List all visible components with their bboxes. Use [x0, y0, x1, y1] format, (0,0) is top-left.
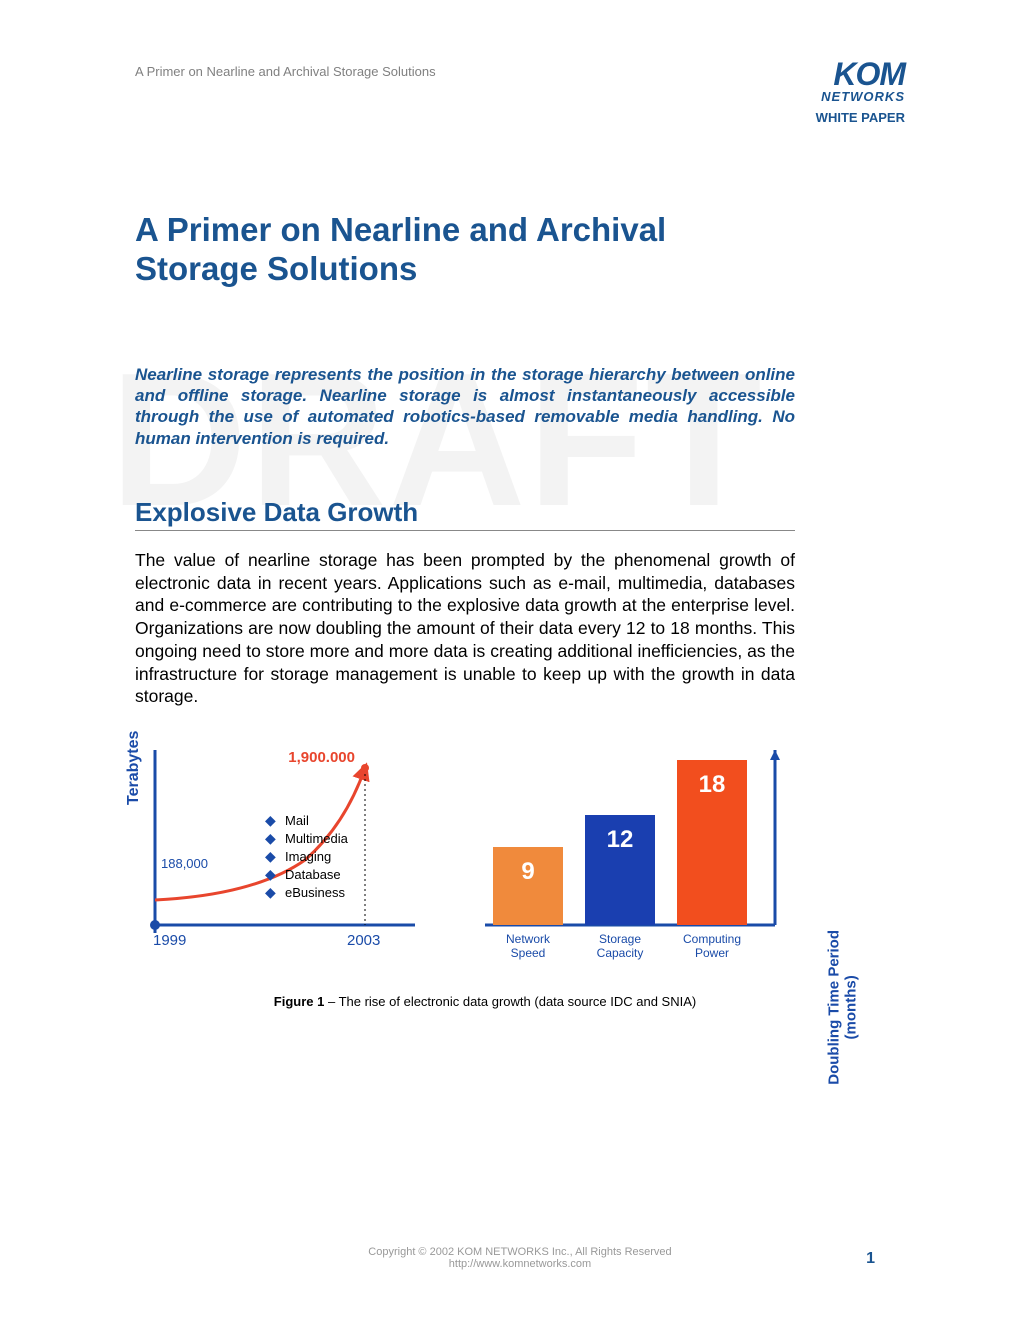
svg-text:eBusiness: eBusiness — [285, 885, 345, 900]
figure-caption-text: – The rise of electronic data growth (da… — [324, 994, 696, 1009]
svg-text:◆: ◆ — [265, 812, 276, 828]
bar-chart-svg: 9 NetworkSpeed 12 StorageCapacity 18 Computin… — [475, 750, 815, 980]
footer-url: http://www.komnetworks.com — [135, 1258, 905, 1270]
svg-text:Database: Database — [285, 867, 341, 882]
line-chart-svg: 188,000 1,900.000 1999 2003 ◆ Mail ◆ Multimedia… — [135, 750, 445, 980]
svg-text:Storage: Storage — [599, 932, 641, 946]
bar-chart: 9 NetworkSpeed 12 StorageCapacity 18 Computin… — [475, 750, 815, 980]
figure-1: Terabytes 188,0001,900.00019992003◆Mail◆… — [135, 750, 835, 980]
page-header: A Primer on Nearline and Archival Storag… — [135, 60, 905, 125]
section-heading: Explosive Data Growth — [135, 497, 795, 531]
logo-sub: NETWORKS — [816, 89, 905, 104]
svg-text:1,900.000: 1,900.000 — [288, 750, 355, 766]
body-paragraph: The value of nearline storage has been p… — [135, 549, 795, 708]
intro-paragraph: Nearline storage represents the position… — [135, 364, 795, 449]
doc-type-label: WHITE PAPER — [816, 110, 905, 125]
page-number: 1 — [866, 1250, 875, 1268]
svg-text:188,000: 188,000 — [161, 856, 208, 871]
svg-text:Speed: Speed — [511, 946, 546, 960]
figure-caption: Figure 1 – The rise of electronic data g… — [135, 994, 835, 1009]
svg-text:◆: ◆ — [265, 884, 276, 900]
line-chart: Terabytes 188,0001,900.00019992003◆Mail◆… — [135, 750, 445, 980]
svg-text:2003: 2003 — [347, 932, 380, 949]
page-title: A Primer on Nearline and Archival Storag… — [135, 210, 795, 289]
svg-text:Imaging: Imaging — [285, 849, 331, 864]
page-footer: Copyright © 2002 KOM NETWORKS Inc., All … — [135, 1246, 905, 1270]
svg-text:18: 18 — [699, 771, 726, 798]
svg-text:Network: Network — [506, 932, 551, 946]
svg-text:◆: ◆ — [265, 830, 276, 846]
copyright-line: Copyright © 2002 KOM NETWORKS Inc., All … — [135, 1246, 905, 1258]
svg-text:Capacity: Capacity — [597, 946, 644, 960]
svg-text:◆: ◆ — [265, 848, 276, 864]
svg-text:Computing: Computing — [683, 932, 741, 946]
svg-text:12: 12 — [607, 826, 634, 853]
svg-text:9: 9 — [521, 858, 534, 885]
bar-chart-ylabel: Doubling Time Period(months) — [827, 930, 860, 1085]
svg-text:Power: Power — [695, 946, 729, 960]
svg-text:Mail: Mail — [285, 813, 309, 828]
figure-number: Figure 1 — [274, 994, 325, 1009]
logo-main: KOM — [816, 60, 905, 89]
line-chart-ylabel: Terabytes — [125, 731, 143, 805]
svg-text:Multimedia: Multimedia — [285, 831, 349, 846]
svg-text:1999: 1999 — [153, 932, 186, 949]
running-title: A Primer on Nearline and Archival Storag… — [135, 60, 436, 79]
logo-block: KOM NETWORKS WHITE PAPER — [816, 60, 905, 125]
svg-text:◆: ◆ — [265, 866, 276, 882]
